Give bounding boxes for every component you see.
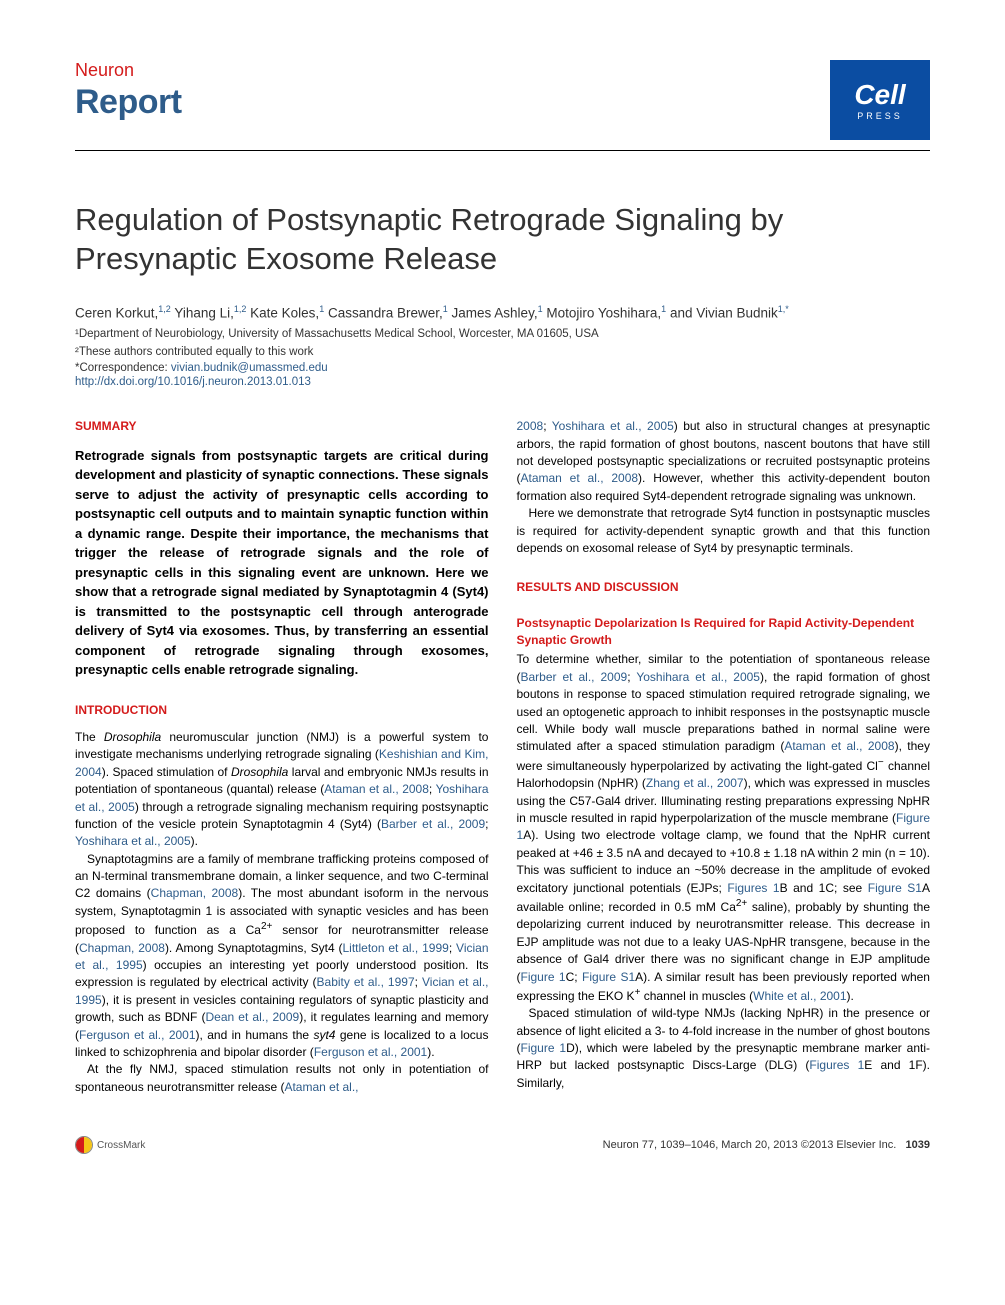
header-bar: Neuron Report Cell PRESS	[75, 60, 930, 151]
citation-text: Neuron 77, 1039–1046, March 20, 2013 ©20…	[603, 1139, 897, 1151]
results-para-1: To determine whether, similar to the pot…	[517, 651, 931, 1005]
results-heading: RESULTS AND DISCUSSION	[517, 579, 931, 596]
summary-text: Retrograde signals from postsynaptic tar…	[75, 446, 489, 680]
publisher-logo: Cell PRESS	[830, 60, 930, 140]
logo-sub: PRESS	[857, 111, 903, 121]
doc-type: Report	[75, 83, 182, 122]
authors-line: Ceren Korkut,1,2 Yihang Li,1,2 Kate Kole…	[75, 304, 930, 321]
cont-para-1: 2008; Yoshihara et al., 2005) but also i…	[517, 418, 931, 505]
summary-heading: SUMMARY	[75, 418, 489, 435]
doi-link[interactable]: http://dx.doi.org/10.1016/j.neuron.2013.…	[75, 376, 311, 388]
doi-line: http://dx.doi.org/10.1016/j.neuron.2013.…	[75, 376, 930, 388]
crossmark-badge[interactable]: CrossMark	[75, 1136, 145, 1154]
right-column: 2008; Yoshihara et al., 2005) but also i…	[517, 418, 931, 1096]
two-column-body: SUMMARY Retrograde signals from postsyna…	[75, 418, 930, 1096]
crossmark-label: CrossMark	[97, 1140, 145, 1151]
intro-para-3: At the fly NMJ, spaced stimulation resul…	[75, 1061, 489, 1096]
header-left: Neuron Report	[75, 60, 182, 122]
affiliation-2: ²These authors contributed equally to th…	[75, 344, 930, 360]
affiliation-1: ¹Department of Neurobiology, University …	[75, 326, 930, 342]
page-footer: CrossMark Neuron 77, 1039–1046, March 20…	[75, 1136, 930, 1154]
logo-text: Cell	[854, 79, 905, 111]
results-para-2: Spaced stimulation of wild-type NMJs (la…	[517, 1005, 931, 1092]
correspondence: *Correspondence: vivian.budnik@umassmed.…	[75, 362, 930, 374]
article-title: Regulation of Postsynaptic Retrograde Si…	[75, 201, 930, 279]
correspondence-label: *Correspondence:	[75, 362, 171, 374]
intro-para-1: The Drosophila neuromuscular junction (N…	[75, 729, 489, 851]
introduction-heading: INTRODUCTION	[75, 702, 489, 719]
journal-name: Neuron	[75, 60, 182, 81]
intro-para-2: Synaptotagmins are a family of membrane …	[75, 851, 489, 1062]
page-number: 1039	[906, 1139, 930, 1151]
correspondence-email[interactable]: vivian.budnik@umassmed.edu	[171, 362, 328, 374]
page-citation: Neuron 77, 1039–1046, March 20, 2013 ©20…	[603, 1139, 930, 1151]
left-column: SUMMARY Retrograde signals from postsyna…	[75, 418, 489, 1096]
crossmark-icon	[75, 1136, 93, 1154]
cont-para-2: Here we demonstrate that retrograde Syt4…	[517, 505, 931, 557]
subsection-heading-1: Postsynaptic Depolarization Is Required …	[517, 615, 931, 650]
